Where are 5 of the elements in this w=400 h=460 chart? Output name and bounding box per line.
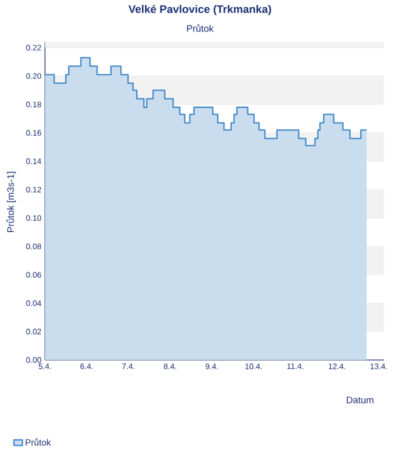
legend-label: Průtok <box>26 438 51 446</box>
chart-title: Velké Pavlovice (Trkmanka) <box>128 4 272 16</box>
x-axis-title: Datum <box>346 396 374 404</box>
y-axis-title: Průtok [m3s-1] <box>6 172 16 232</box>
chart-subtitle: Průtok <box>187 24 214 32</box>
